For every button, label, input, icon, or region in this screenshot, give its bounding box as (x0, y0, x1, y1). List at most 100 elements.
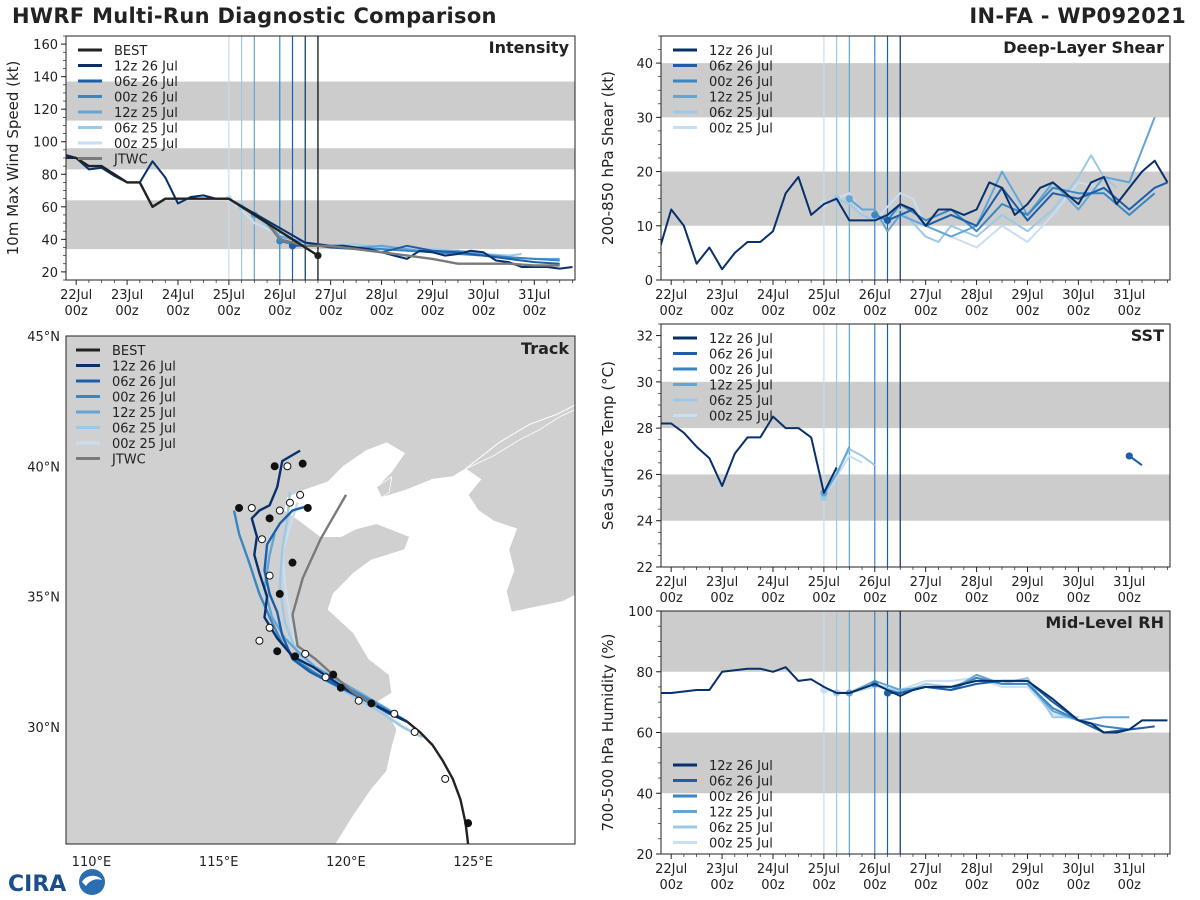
x-tick-hour: 00z (523, 304, 547, 319)
x-tick-label: 29Jul (1011, 575, 1043, 590)
track-position-marker (257, 535, 266, 544)
y-tick-label: 26 (636, 468, 653, 483)
panel-title-rh: Mid-Level RH (1045, 613, 1164, 632)
x-tick-hour: 00z (217, 304, 241, 319)
frame-sst (660, 323, 1171, 568)
legend-label: JTWC (113, 153, 148, 168)
lon-tick-label: 120°E (326, 855, 366, 870)
y-tick-label: 22 (636, 561, 653, 576)
track-position-marker (291, 652, 300, 661)
legend-label: 00z 26 Jul (112, 391, 176, 406)
x-tick-hour: 00z (914, 304, 938, 319)
track-position-marker (285, 498, 294, 507)
x-tick-hour: 00z (761, 591, 785, 606)
legend-label: 00z 26 Jul (709, 790, 773, 805)
x-tick-hour: 00z (1016, 591, 1040, 606)
lat-tick-label: 45°N (27, 330, 60, 345)
cira-logo-swirl (82, 875, 102, 886)
legend-label: 00z 25 Jul (709, 837, 773, 852)
legend-label: 06z 26 Jul (112, 375, 176, 390)
x-tick-hour: 00z (812, 304, 836, 319)
cira-logo-globe (79, 869, 105, 895)
series-line-12z-26-jul (661, 415, 838, 494)
y-tick-label: 40 (41, 233, 58, 248)
x-tick-label: 27Jul (910, 862, 942, 877)
panel-sst: 22242628303222Jul00z23Jul00z24Jul00z25Ju… (599, 323, 1171, 606)
band-intensity-0 (66, 200, 575, 250)
panel-rh: 2040608010022Jul00z23Jul00z24Jul00z25Jul… (599, 605, 1171, 893)
x-tick-hour: 00z (710, 878, 734, 893)
frame-track (65, 335, 576, 845)
run-start-marker (845, 195, 853, 203)
title: HWRF Multi-Run Diagnostic Comparison (12, 4, 497, 28)
run-start-marker (883, 216, 892, 224)
x-tick-hour: 00z (659, 591, 683, 606)
legend-label: 06z 25 Jul (114, 122, 178, 137)
korea-landmass (464, 409, 575, 613)
track-position-marker (441, 774, 450, 783)
x-tick-hour: 00z (914, 878, 938, 893)
track-position-marker (288, 558, 297, 567)
legend-label: JTWC (111, 453, 146, 468)
legend-label: 12z 25 Jul (112, 406, 176, 421)
x-tick-label: 28Jul (960, 288, 992, 303)
panel-title-sst: SST (1131, 326, 1164, 345)
legend-label: 00z 25 Jul (709, 122, 773, 137)
plot-area-rh (661, 611, 1170, 854)
x-tick-label: 23Jul (706, 862, 738, 877)
japan-landmass (588, 615, 598, 644)
x-tick-hour: 00z (710, 591, 734, 606)
x-tick-hour: 00z (710, 304, 734, 319)
panel-title-intensity: Intensity (489, 38, 570, 57)
band-rh-0 (661, 732, 1170, 794)
track-position-marker (296, 490, 305, 499)
band-rh-1 (661, 611, 1170, 672)
track-position-marker (265, 623, 274, 632)
x-tick-hour: 00z (1016, 304, 1040, 319)
x-tick-hour: 00z (659, 304, 683, 319)
x-tick-hour: 00z (965, 878, 989, 893)
legend-label: 12z 26 Jul (112, 360, 176, 375)
x-tick-label: 27Jul (910, 288, 942, 303)
best-end-marker (314, 252, 322, 260)
x-tick-label: 24Jul (162, 288, 194, 303)
series-line-00z-25-jul (823, 676, 1079, 722)
band-sst-1 (661, 381, 1170, 429)
track-position-marker (390, 709, 399, 718)
plot-area-intensity (66, 36, 575, 280)
y-tick-label: 0 (645, 274, 653, 289)
legend-label: 12z 26 Jul (709, 759, 773, 774)
y-axis-label-rh: 700-500 hPa Humidity (%) (599, 633, 617, 831)
x-tick-hour: 00z (965, 304, 989, 319)
legend-label: BEST (112, 344, 145, 359)
legend-label: 12z 26 Jul (709, 44, 773, 59)
cira-logo: CIRA (8, 869, 105, 897)
band-shear-0 (661, 171, 1170, 226)
y-axis-label-shear: 200-850 hPa Shear (kt) (599, 71, 617, 245)
track-position-marker (255, 636, 264, 645)
lon-tick-label: 125°E (453, 855, 493, 870)
y-tick-label: 30 (636, 376, 653, 391)
track-position-marker (265, 571, 274, 580)
panel-title-track: Track (521, 339, 569, 358)
y-tick-label: 32 (636, 330, 653, 345)
track-position-marker (273, 647, 282, 656)
series-line-12z-25-jul (848, 673, 1130, 722)
x-tick-hour: 00z (965, 591, 989, 606)
x-tick-hour: 00z (1067, 591, 1091, 606)
legend-label: 06z 25 Jul (709, 821, 773, 836)
plot-area-shear (661, 36, 1170, 280)
x-tick-label: 25Jul (213, 288, 245, 303)
panel-shear: 01020304022Jul00z23Jul00z24Jul00z25Jul00… (599, 35, 1171, 319)
x-tick-hour: 00z (166, 304, 190, 319)
legend-label: 12z 25 Jul (709, 91, 773, 106)
x-tick-label: 26Jul (859, 288, 891, 303)
x-tick-label: 24Jul (757, 575, 789, 590)
legend-label: 00z 25 Jul (709, 410, 773, 425)
y-tick-label: 100 (628, 605, 653, 620)
legend-label: 06z 26 Jul (709, 60, 773, 75)
legend-label: 06z 26 Jul (709, 348, 773, 363)
legend-label: 00z 26 Jul (709, 75, 773, 90)
